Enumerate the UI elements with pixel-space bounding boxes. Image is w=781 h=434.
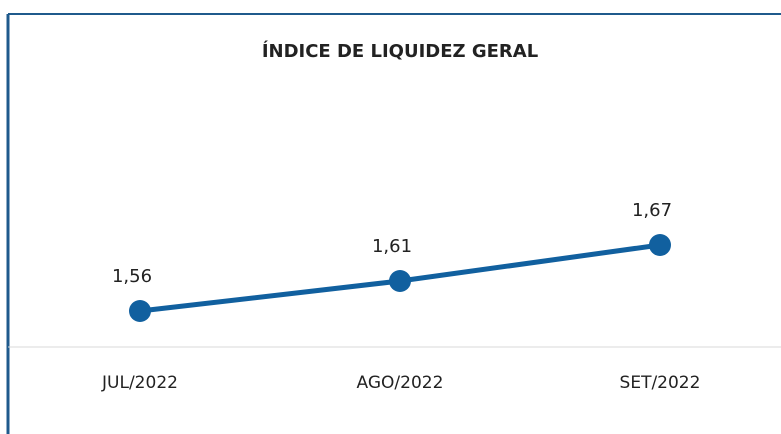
data-label: 1,56	[112, 266, 152, 287]
point	[389, 270, 411, 292]
point	[129, 300, 151, 322]
point	[649, 234, 671, 256]
x-tick-label: SET/2022	[620, 373, 701, 393]
x-tick-label: JUL/2022	[101, 373, 178, 393]
data-label: 1,61	[372, 236, 412, 257]
x-tick-label: AGO/2022	[357, 373, 444, 393]
chart-title: ÍNDICE DE LIQUIDEZ GERAL	[262, 40, 538, 62]
data-label: 1,67	[632, 200, 672, 221]
